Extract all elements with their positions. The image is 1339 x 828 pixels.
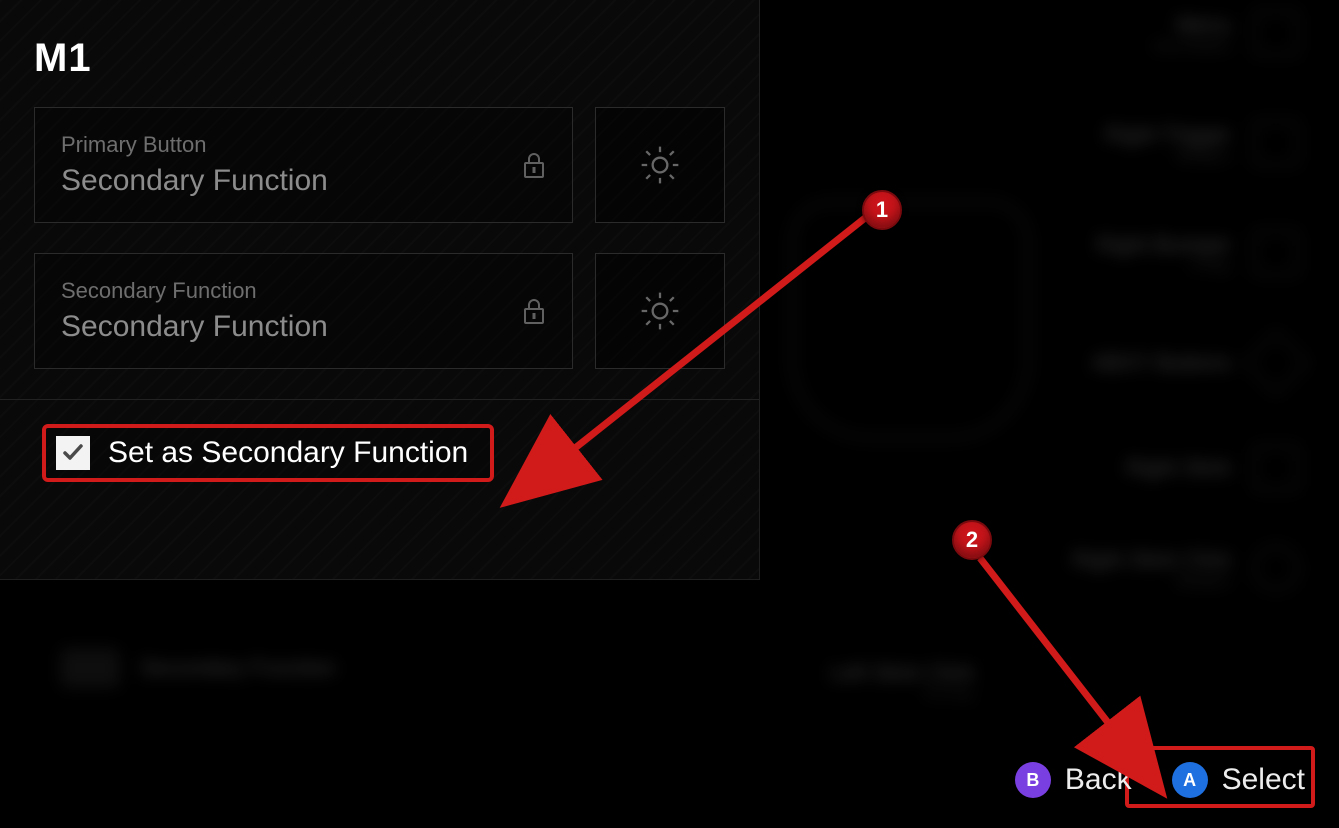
primary-button-card[interactable]: Primary Button Secondary Function: [34, 107, 573, 223]
lock-icon: [522, 297, 546, 325]
checkbox-label: Set as Secondary Function: [108, 436, 468, 470]
secondary-settings-button[interactable]: [595, 253, 725, 369]
select-label: Select: [1222, 763, 1305, 797]
m1-config-panel: M1 Primary Button Secondary Function: [0, 0, 760, 580]
bg-item-lsc: Left Stick Click PS Key: [830, 660, 974, 703]
bg-item-abxy: ABXY Buttons: [1092, 340, 1299, 386]
divider: [0, 399, 759, 400]
check-icon: [61, 441, 85, 465]
annotation-badge-2: 2: [952, 520, 992, 560]
primary-button-row: Primary Button Secondary Function: [34, 107, 725, 223]
checkbox[interactable]: [56, 436, 90, 470]
gear-icon: [638, 289, 682, 333]
bg-item-rsc: Right Stick ClickWeapon: [1072, 545, 1299, 591]
a-button-icon: A: [1172, 762, 1208, 798]
secondary-label: Secondary Function: [61, 278, 328, 304]
bg-item-rs: Right Stick: [1126, 445, 1299, 491]
secondary-function-card[interactable]: Secondary Function Secondary Function: [34, 253, 573, 369]
primary-value: Secondary Function: [61, 164, 328, 198]
b-button-icon: B: [1015, 762, 1051, 798]
secondary-function-row: Secondary Function Secondary Function: [34, 253, 725, 369]
annotation-badge-1: 1: [862, 190, 902, 230]
lock-icon: [522, 151, 546, 179]
controller-outline: [790, 200, 1030, 440]
primary-settings-button[interactable]: [595, 107, 725, 223]
bg-secondary-function: Secondary Function: [60, 648, 336, 688]
bg-item-rb: Right BumperX-Ray: [1096, 230, 1299, 276]
bg-item-rt: Right TriggerWeapon: [1105, 120, 1299, 166]
panel-title: M1: [34, 36, 725, 81]
primary-label: Primary Button: [61, 132, 328, 158]
gear-icon: [638, 143, 682, 187]
back-label: Back: [1065, 763, 1132, 797]
bg-item-menu: MenuView Button: [1151, 10, 1299, 56]
secondary-value: Secondary Function: [61, 310, 328, 344]
set-secondary-checkbox-row[interactable]: Set as Secondary Function: [42, 424, 494, 482]
back-button[interactable]: B Back: [1015, 762, 1132, 798]
footer-controls: B Back A Select: [1015, 762, 1305, 798]
select-button[interactable]: A Select: [1172, 762, 1305, 798]
